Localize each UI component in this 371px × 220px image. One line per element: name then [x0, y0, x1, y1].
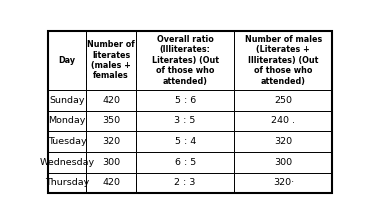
Text: 320·: 320·: [273, 178, 294, 187]
Bar: [234, 111, 332, 131]
Text: 320: 320: [274, 137, 292, 146]
Bar: [86, 131, 136, 152]
Text: 5 : 6: 5 : 6: [174, 96, 196, 105]
Bar: [234, 131, 332, 152]
Text: 3 : 5: 3 : 5: [174, 116, 196, 125]
Text: 250: 250: [275, 96, 292, 105]
Bar: [86, 31, 136, 90]
Text: Monday: Monday: [48, 116, 86, 125]
Text: 6 : 5: 6 : 5: [174, 158, 196, 167]
Text: 420: 420: [102, 178, 120, 187]
Text: Day: Day: [59, 56, 76, 65]
Text: 320: 320: [102, 137, 120, 146]
Bar: [48, 31, 86, 90]
Text: 240 .: 240 .: [271, 116, 295, 125]
Text: Thursday: Thursday: [45, 178, 89, 187]
Bar: [48, 90, 86, 111]
Bar: [86, 90, 136, 111]
Bar: [234, 173, 332, 193]
Bar: [48, 131, 86, 152]
Bar: [136, 31, 234, 90]
Bar: [136, 173, 234, 193]
Text: 300: 300: [102, 158, 120, 167]
Bar: [136, 152, 234, 173]
Text: 5 : 4: 5 : 4: [174, 137, 196, 146]
Bar: [86, 111, 136, 131]
Bar: [48, 173, 86, 193]
Text: Wednesday: Wednesday: [39, 158, 95, 167]
Text: 350: 350: [102, 116, 120, 125]
Text: Tuesday: Tuesday: [48, 137, 86, 146]
Text: 2 : 3: 2 : 3: [174, 178, 196, 187]
Bar: [234, 90, 332, 111]
Bar: [86, 173, 136, 193]
Text: 300: 300: [274, 158, 292, 167]
Bar: [234, 152, 332, 173]
Bar: [48, 152, 86, 173]
Text: Sunday: Sunday: [49, 96, 85, 105]
Bar: [234, 31, 332, 90]
Bar: [48, 111, 86, 131]
Text: Number of
literates
(males +
females: Number of literates (males + females: [87, 40, 135, 81]
Bar: [86, 152, 136, 173]
Bar: [136, 111, 234, 131]
Text: Number of males
(Literates +
Illiterates) (Out
of those who
attended): Number of males (Literates + Illiterates…: [245, 35, 322, 86]
Bar: [136, 131, 234, 152]
Text: Overall ratio
(Illiterates:
Literates) (Out
of those who
attended): Overall ratio (Illiterates: Literates) (…: [152, 35, 219, 86]
Bar: [136, 90, 234, 111]
Text: 420: 420: [102, 96, 120, 105]
